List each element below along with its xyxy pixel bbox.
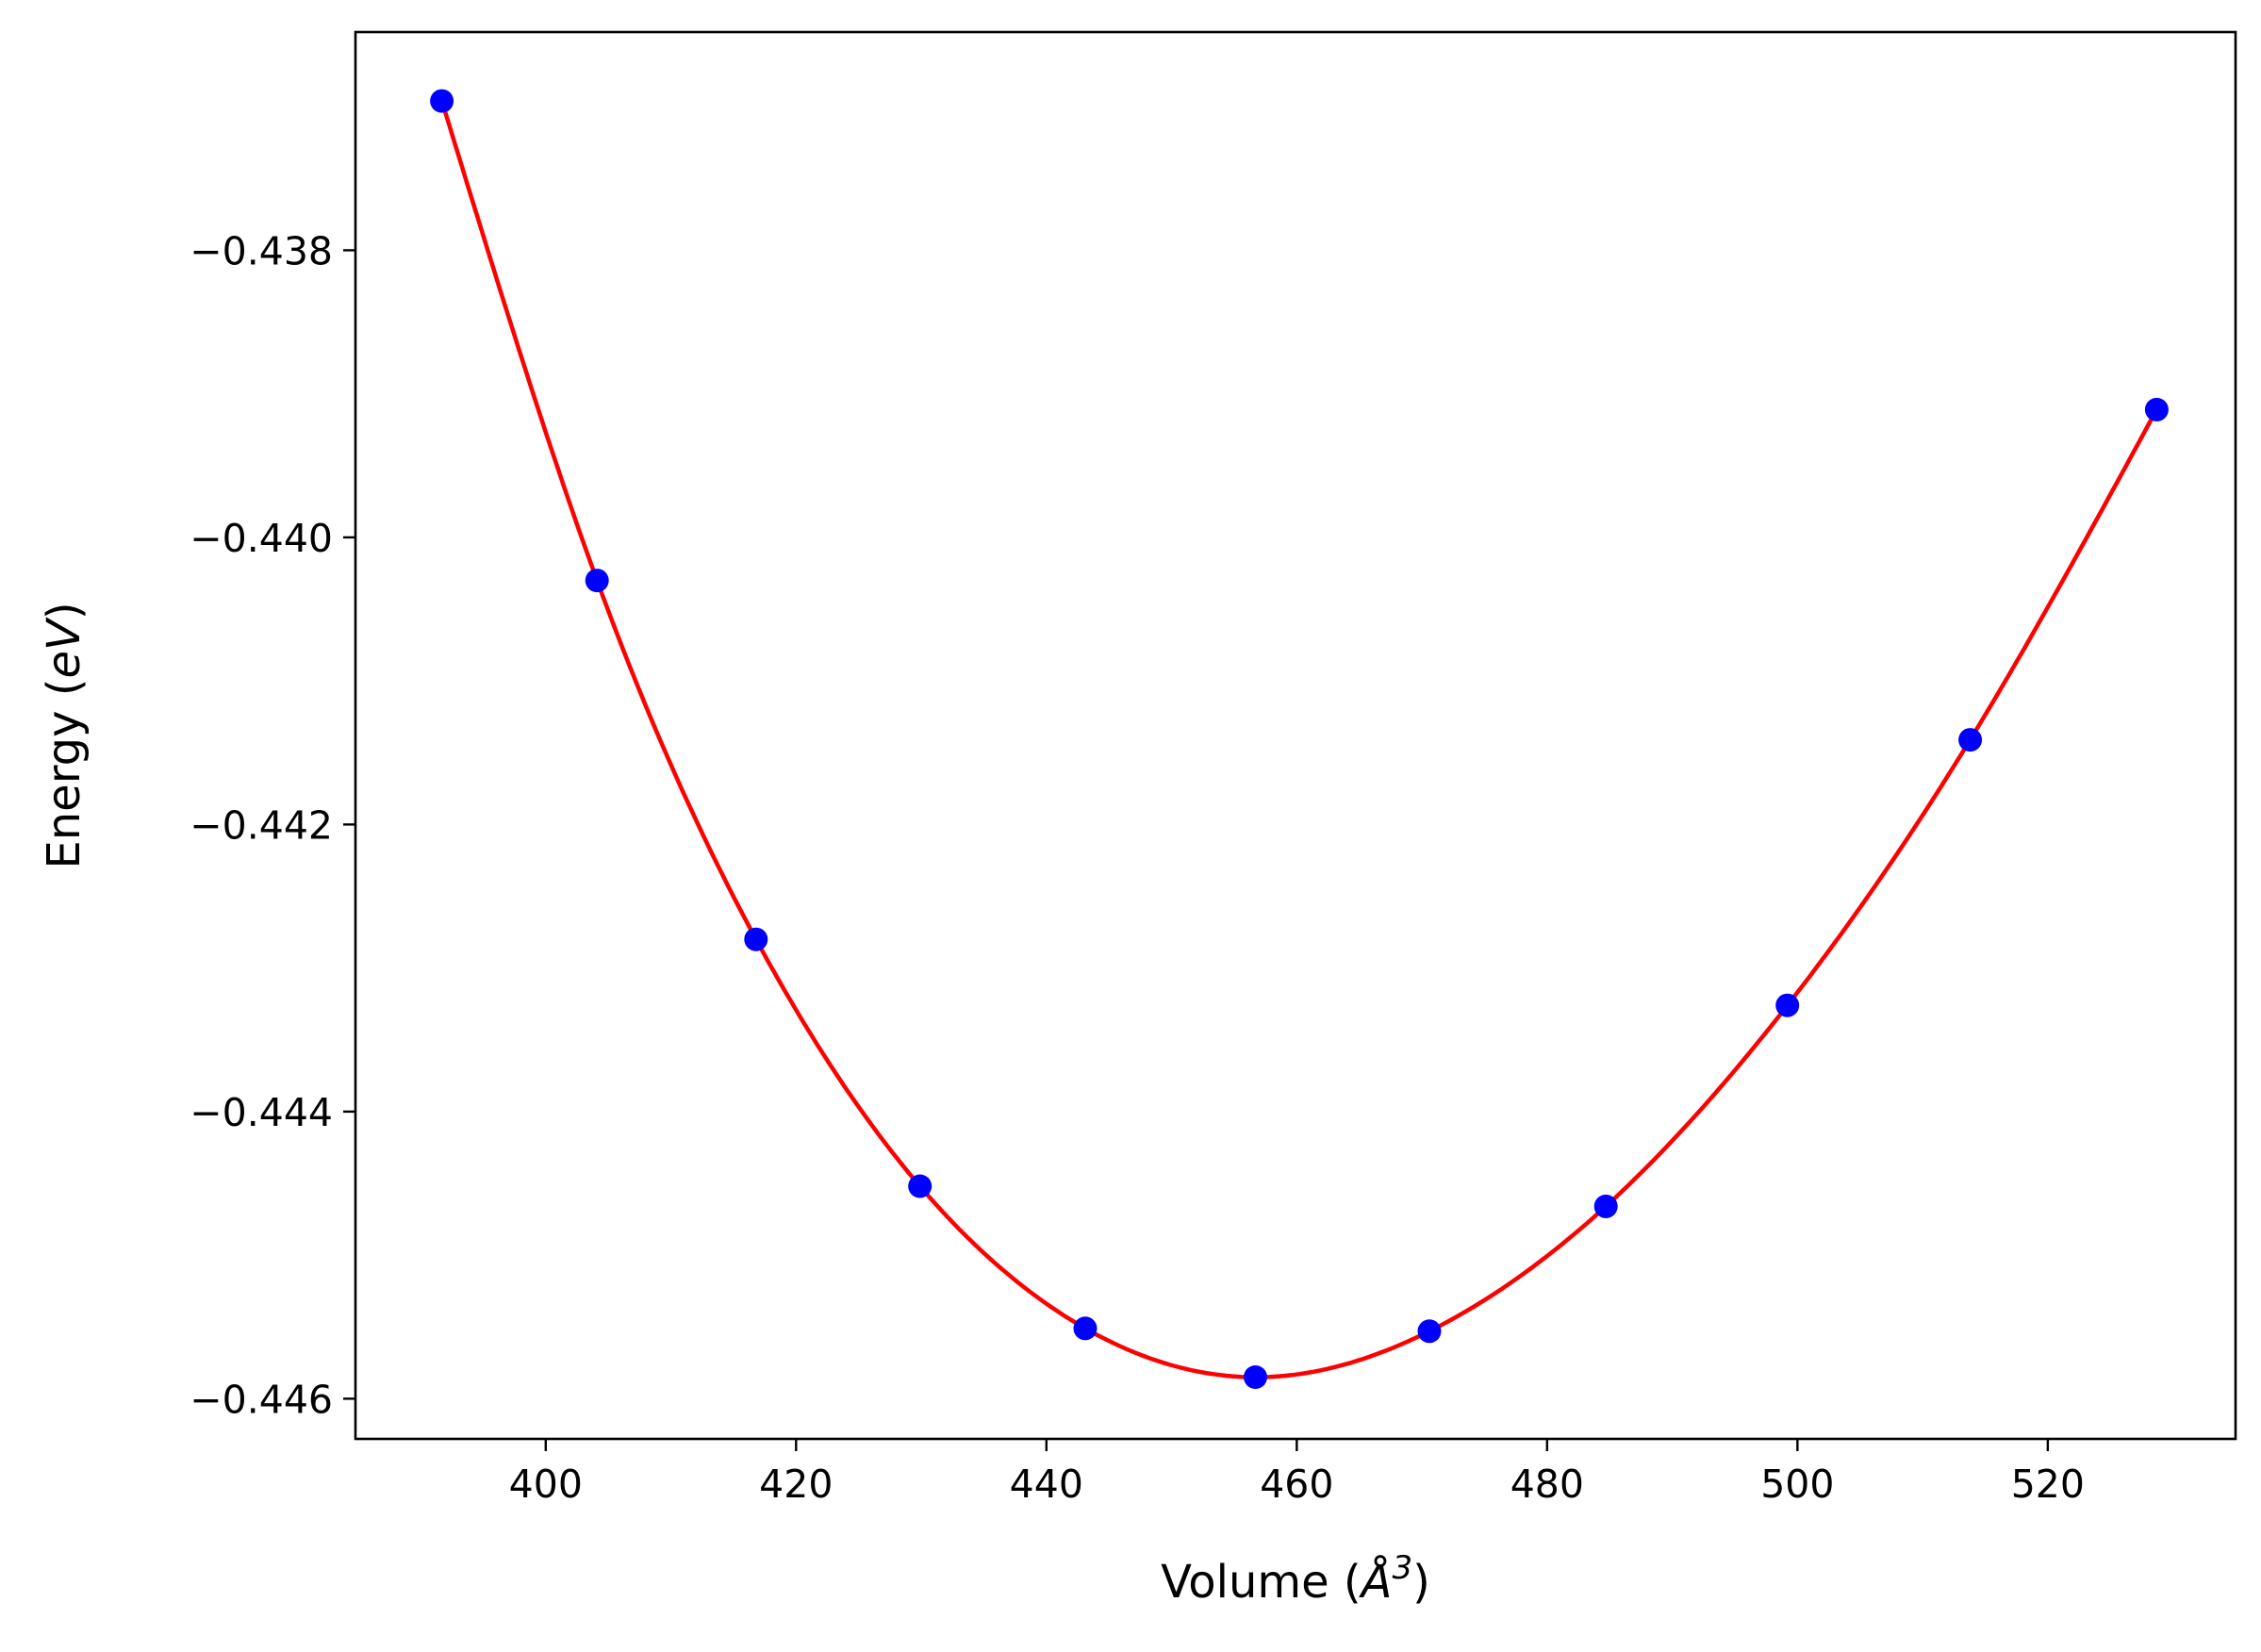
data-point: [1958, 728, 1983, 752]
data-point: [908, 1174, 932, 1198]
x-tick-label: 400: [509, 1462, 583, 1507]
y-tick-label: −0.438: [190, 228, 333, 273]
data-point: [1593, 1194, 1618, 1218]
y-tick-label: −0.440: [190, 516, 333, 561]
x-tick-label: 520: [2011, 1462, 2085, 1507]
x-tick-label: 460: [1260, 1462, 1333, 1507]
data-point: [430, 89, 454, 113]
y-tick-label: −0.442: [190, 802, 333, 848]
data-point: [2144, 397, 2169, 421]
y-axis-label: Energy (eV): [38, 602, 91, 868]
data-point: [585, 569, 609, 593]
y-tick-label: −0.444: [190, 1090, 333, 1135]
data-point: [1073, 1316, 1097, 1341]
x-tick-label: 420: [759, 1462, 833, 1507]
axes-frame: [354, 30, 2237, 1441]
x-axis-ticks: 400 420 440 460 480 500 520: [509, 1439, 2085, 1507]
x-tick-label: 480: [1510, 1462, 1584, 1507]
plot-area: [354, 30, 2237, 1441]
x-tick-label: 500: [1760, 1462, 1834, 1507]
x-tick-label: 440: [1010, 1462, 1083, 1507]
data-point: [744, 927, 768, 951]
data-point: [1417, 1319, 1442, 1344]
x-axis-label: Volume (Å3): [1161, 1549, 1430, 1609]
data-point: [1775, 993, 1800, 1017]
y-tick-label: −0.446: [190, 1377, 333, 1422]
y-axis-ticks: −0.438 −0.440 −0.442 −0.444 −0.446: [190, 228, 355, 1422]
data-points: [430, 89, 2169, 1389]
data-point: [1244, 1365, 1267, 1389]
